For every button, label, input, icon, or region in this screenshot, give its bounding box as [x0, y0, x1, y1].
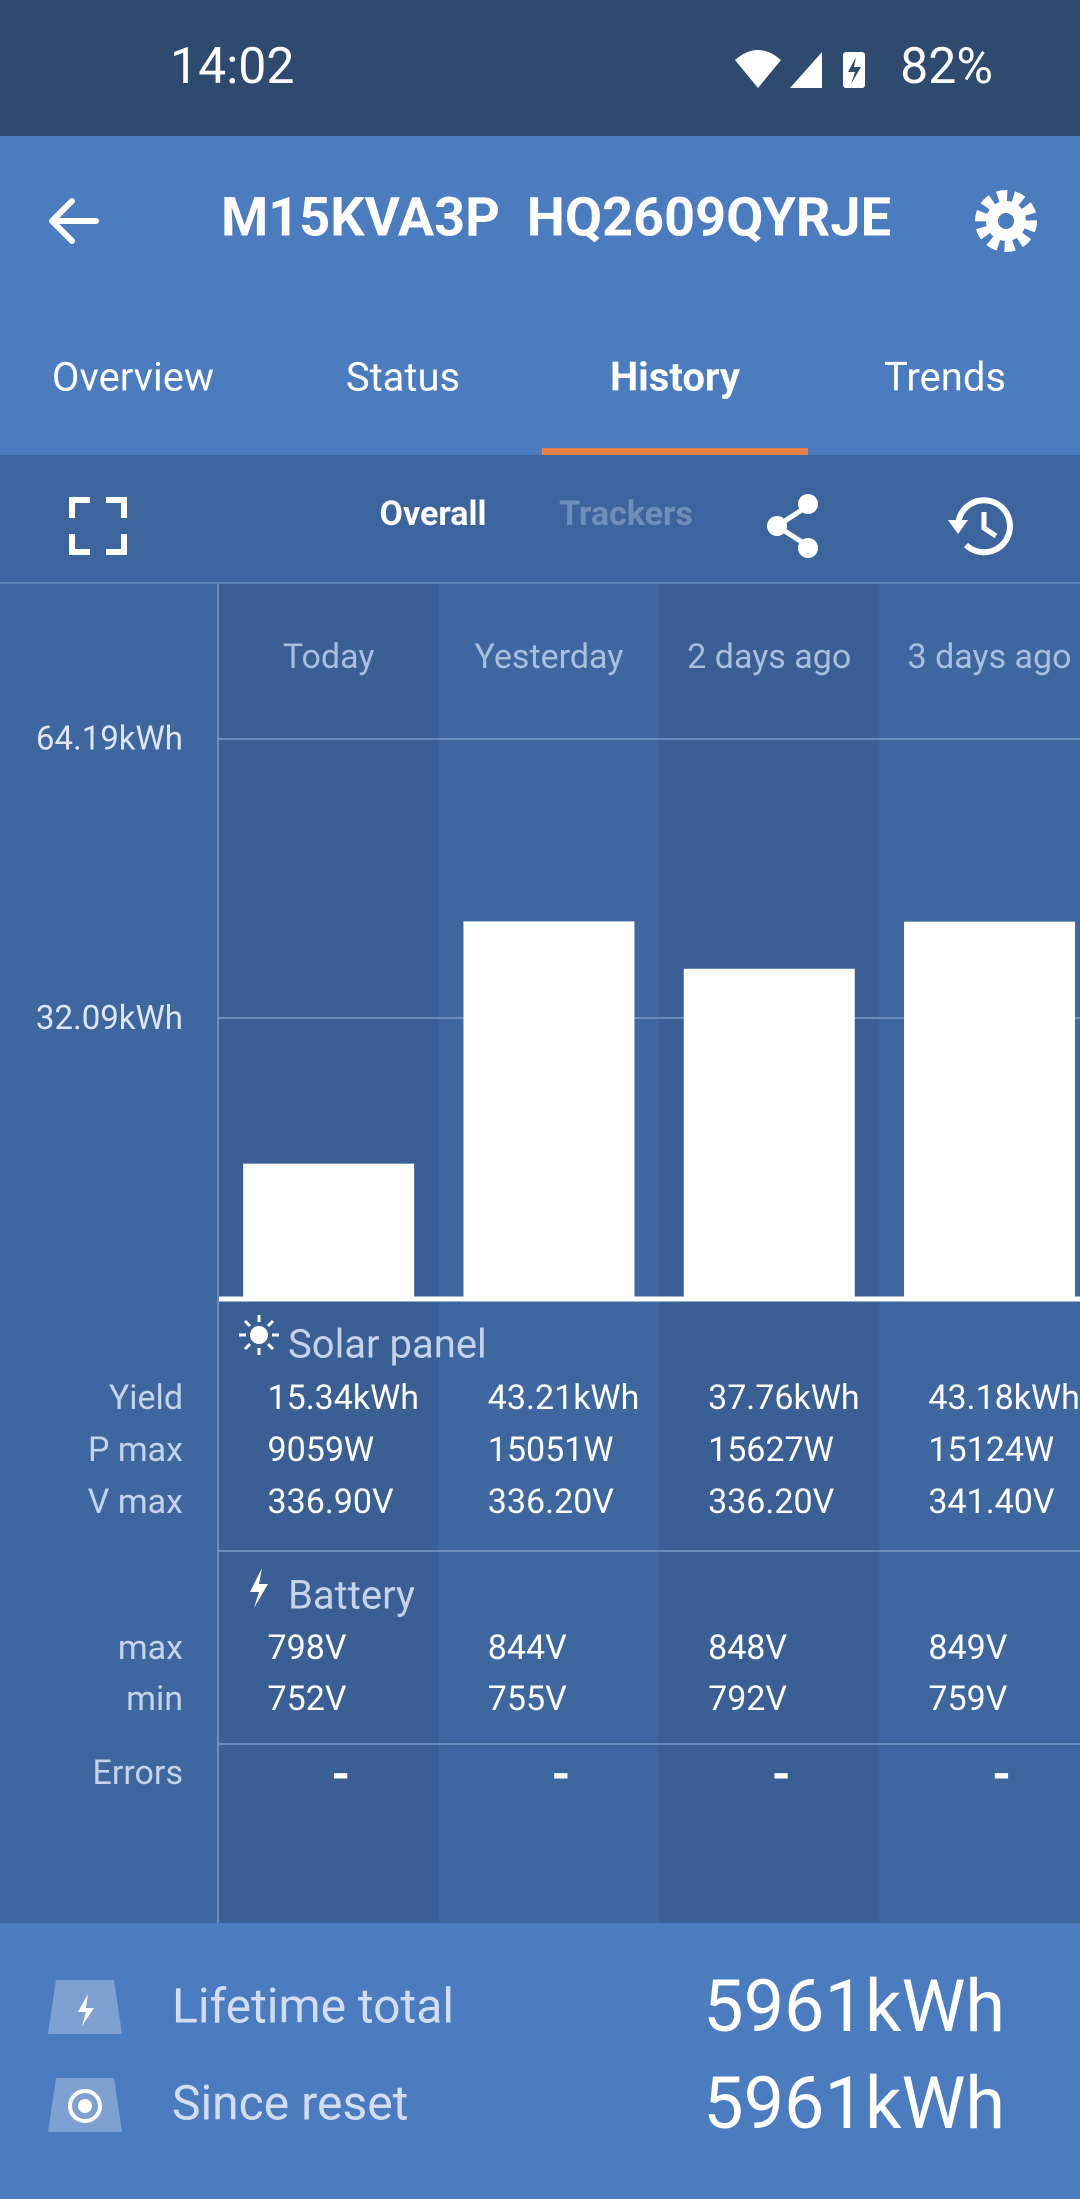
row-value: 849V [928, 1628, 1007, 1668]
row-value: 15124W [928, 1430, 1054, 1470]
bar [463, 921, 635, 1297]
section-title: Battery [288, 1572, 415, 1619]
bolt-icon [250, 1568, 268, 1608]
x-tick-label: Yesterday [475, 637, 624, 677]
row-value: 9059W [268, 1430, 375, 1470]
sun-icon [239, 1315, 279, 1355]
row-value: 755V [488, 1679, 567, 1719]
sun-core [250, 1326, 268, 1344]
status-battery: 82% [900, 38, 993, 96]
reset-icon-ring [68, 2089, 102, 2123]
row-value: 15.34kWh [268, 1378, 420, 1418]
wifi-icon [735, 50, 781, 88]
x-tick-label: 3 days ago [908, 637, 1072, 677]
share-dot [798, 538, 818, 558]
app-bar [0, 136, 1080, 455]
row-value: 15627W [708, 1430, 834, 1470]
bar [683, 968, 855, 1297]
row-value: 844V [488, 1628, 567, 1668]
y-tick-label: 64.19kWh [36, 720, 183, 759]
row-value: 848V [708, 1628, 787, 1668]
back-button[interactable] [49, 198, 99, 244]
row-value: 43.18kWh [928, 1378, 1080, 1418]
history-button[interactable] [948, 497, 1013, 556]
row-label: max [118, 1628, 183, 1668]
share-button[interactable] [767, 494, 818, 558]
bar [904, 921, 1076, 1297]
error-value: - [772, 1746, 791, 1803]
y-tick-label: 32.09kWh [36, 999, 183, 1038]
row-value: 336.90V [268, 1482, 395, 1522]
overall-toggle[interactable]: Overall [380, 494, 487, 534]
error-value: - [992, 1746, 1011, 1803]
row-label: V max [88, 1482, 183, 1522]
tab[interactable]: Trends [884, 354, 1006, 401]
row-value: 43.21kWh [488, 1378, 640, 1418]
toolbar-divider [0, 582, 1080, 584]
history-arrow [948, 520, 968, 534]
battery-bolt [848, 57, 861, 84]
signal-icon [790, 52, 822, 88]
row-value: 792V [708, 1679, 787, 1719]
totals-footer [0, 1923, 1080, 2199]
tab-indicator [542, 448, 808, 455]
gear-hole [998, 213, 1014, 229]
tab[interactable]: Overview [52, 354, 214, 401]
x-tick-label: 2 days ago [687, 637, 851, 677]
total-label: Since reset [172, 2075, 408, 2132]
row-value: 759V [928, 1679, 1007, 1719]
row-value: 336.20V [488, 1482, 615, 1522]
row-label: P max [88, 1430, 183, 1470]
section-title: Solar panel [288, 1321, 487, 1368]
error-value: - [551, 1746, 570, 1803]
settings-button[interactable] [975, 190, 1037, 252]
tab[interactable]: History [610, 354, 741, 401]
error-value: - [331, 1746, 350, 1803]
row-label: Yield [109, 1378, 183, 1418]
x-tick-label: Today [283, 637, 375, 677]
label-column-divider [217, 584, 219, 1923]
row-value: 37.76kWh [708, 1378, 860, 1418]
bar [243, 1163, 415, 1297]
sun-rays [239, 1315, 279, 1355]
share-dot [798, 494, 818, 514]
row-label: min [126, 1679, 183, 1719]
row-value: 341.40V [928, 1482, 1055, 1522]
row-value: 798V [268, 1628, 347, 1668]
fullscreen-button[interactable] [69, 497, 127, 555]
row-label: Errors [93, 1753, 184, 1793]
toolbar [0, 455, 1080, 583]
tab[interactable]: Status [346, 354, 460, 401]
history-hands [981, 512, 998, 539]
row-value: 15051W [488, 1430, 614, 1470]
status-bar [0, 0, 1080, 136]
status-time: 14:02 [170, 38, 295, 96]
total-label: Lifetime total [172, 1978, 454, 2035]
total-value: 5961kWh [703, 1964, 1005, 2049]
row-value: 336.20V [708, 1482, 835, 1522]
total-value: 5961kWh [703, 2061, 1005, 2146]
lifetime-icon-bolt [78, 1994, 94, 2026]
share-dot [767, 516, 787, 536]
trackers-toggle[interactable]: Trackers [559, 494, 693, 534]
gear-teeth [975, 190, 1037, 252]
reset-icon-dot [78, 2099, 92, 2113]
history-arc [955, 497, 1013, 556]
device-title: M15KVA3P HQ2609QYRJE [221, 186, 891, 249]
row-value: 752V [268, 1679, 347, 1719]
